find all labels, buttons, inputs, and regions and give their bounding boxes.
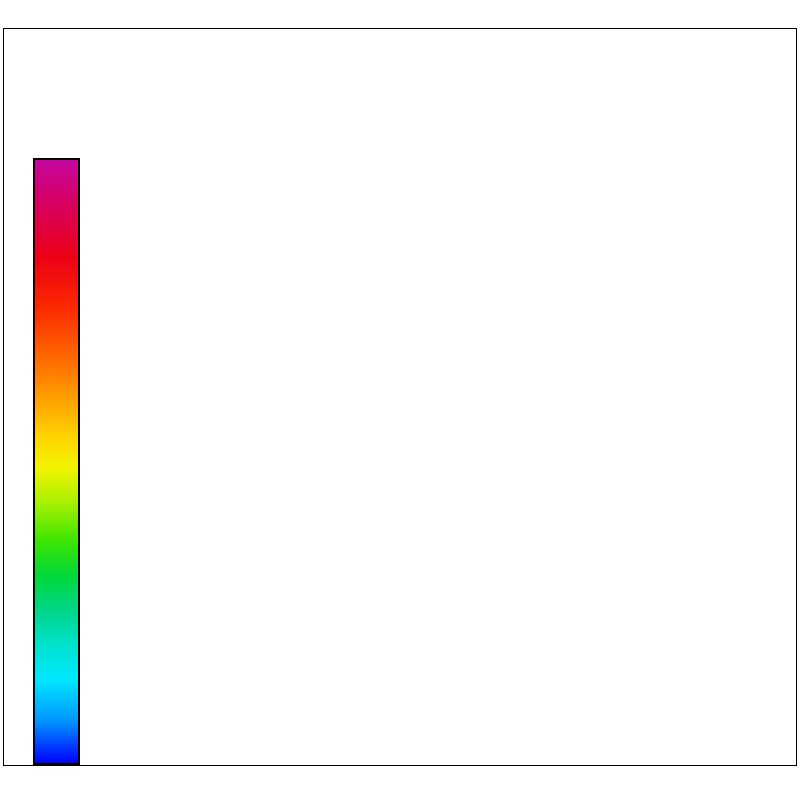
map-plot-area[interactable] xyxy=(3,28,797,766)
title-block xyxy=(8,30,508,238)
colorbar[interactable] xyxy=(33,158,80,765)
wind-speed-field-canvas xyxy=(3,28,797,766)
